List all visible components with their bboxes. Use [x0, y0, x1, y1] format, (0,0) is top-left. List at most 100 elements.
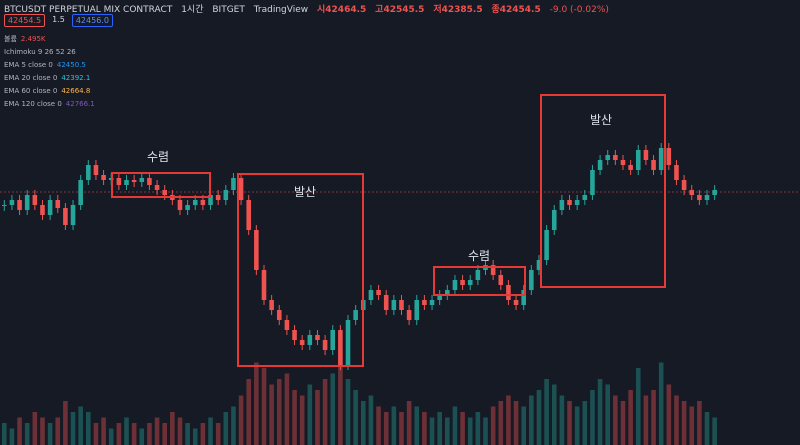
candle-body [521, 290, 526, 305]
volume-bar [78, 406, 83, 445]
value: 42385.5 [441, 5, 483, 15]
candle-body [9, 200, 15, 205]
volume-bar [467, 417, 473, 445]
volume-bar [131, 423, 137, 445]
volume-bar [200, 423, 206, 445]
volume-bar [177, 417, 183, 445]
candle-body [322, 340, 328, 350]
indicator-name: Ichimoku 9 26 52 26 [4, 48, 76, 56]
candle-body [177, 200, 183, 210]
volume-bar [170, 412, 175, 445]
candle-body [185, 205, 190, 210]
volume-bar [9, 428, 15, 445]
volume-bar [86, 412, 91, 445]
ohlc-low: 저42385.5 [433, 5, 482, 15]
volume-bar [208, 417, 213, 445]
volume-bar [429, 417, 435, 445]
candle-body [254, 230, 259, 270]
candle-body [200, 200, 206, 205]
ohlc-open: 시42464.5 [317, 5, 366, 15]
volume-bar [376, 406, 381, 445]
annotation: 발산 [294, 185, 317, 199]
candle-body [406, 310, 412, 320]
annotation: 수렴 [468, 249, 491, 263]
volume-bar [299, 395, 305, 445]
volume-bar [666, 384, 672, 445]
label: 시 [317, 5, 326, 15]
candle-body [269, 300, 274, 310]
candle-body [307, 335, 313, 345]
volume-bar [620, 401, 626, 445]
indicator-row: EMA 20 close 0 42392.1 [4, 72, 95, 85]
interval[interactable]: 1시간 [181, 5, 204, 15]
candle-body [559, 200, 565, 210]
volume-bar [307, 384, 313, 445]
indicator-row: EMA 120 close 0 42766.1 [4, 98, 95, 111]
volume-bar [414, 406, 420, 445]
indicators: 볼륨 2.495K Ichimoku 9 26 52 26 EMA 5 close 0… [4, 33, 95, 111]
volume-bar [681, 401, 687, 445]
volume-bar [422, 412, 427, 445]
volume-bar [529, 395, 534, 445]
volume-bar [55, 417, 61, 445]
candle-body [437, 295, 442, 300]
candle-body [429, 300, 435, 305]
volume-bar [513, 401, 519, 445]
volume-bar [154, 417, 160, 445]
volume-bar [101, 417, 106, 445]
volume-bar [613, 395, 618, 445]
volume-bar [498, 401, 504, 445]
indicator-name: EMA 60 close 0 [4, 87, 58, 95]
candle-body [452, 280, 458, 290]
candle-body [223, 190, 229, 200]
candle-body [620, 160, 626, 165]
candle-body [399, 300, 404, 310]
value: 42454.5 [499, 5, 541, 15]
candle-body [536, 260, 542, 270]
candle-body [238, 178, 244, 200]
candle-body [32, 195, 38, 205]
annotation-box [540, 94, 666, 288]
candle-body [162, 190, 167, 195]
volume-bar [261, 368, 267, 445]
volume-bar [551, 384, 557, 445]
candle-body [574, 200, 580, 205]
volume-bar [368, 395, 374, 445]
candle-body [116, 178, 122, 185]
candle-body [498, 275, 504, 285]
sell-button[interactable]: 42454.5 [4, 14, 46, 27]
candle-body [544, 230, 549, 260]
annotation-box [433, 266, 526, 296]
volume-bar [704, 412, 710, 445]
volume-bar [651, 390, 656, 445]
volume-bar [2, 423, 7, 445]
label: 저 [433, 5, 442, 15]
candle-body [93, 165, 99, 175]
annotation-box [111, 172, 211, 198]
toolbar: 42454.5 1.5 42456.0 [4, 14, 113, 27]
candle-body [460, 280, 465, 285]
candle-body [231, 178, 236, 190]
volume-bar [574, 406, 580, 445]
indicator-name: EMA 5 close 0 [4, 61, 53, 69]
buy-button[interactable]: 42456.0 [71, 14, 113, 27]
volume-bar [162, 423, 167, 445]
exchange: BITGET [212, 5, 245, 15]
candle-body [681, 180, 687, 190]
candle-body [47, 200, 53, 215]
volume-bar [24, 423, 30, 445]
candle-body [635, 150, 641, 170]
indicator-value: 42392.1 [61, 74, 91, 82]
volume-bar [689, 406, 695, 445]
volume-bar [124, 417, 129, 445]
candle-body [513, 300, 519, 305]
candle-body [712, 190, 717, 195]
candle-body [70, 205, 76, 225]
candle-body [338, 330, 343, 365]
indicator-value: 42450.5 [56, 61, 86, 69]
volume-bar [582, 401, 588, 445]
candle-body [40, 205, 45, 215]
volume-bar [147, 423, 152, 445]
candle-body [139, 178, 145, 182]
ohlc-high: 고42545.5 [375, 5, 424, 15]
